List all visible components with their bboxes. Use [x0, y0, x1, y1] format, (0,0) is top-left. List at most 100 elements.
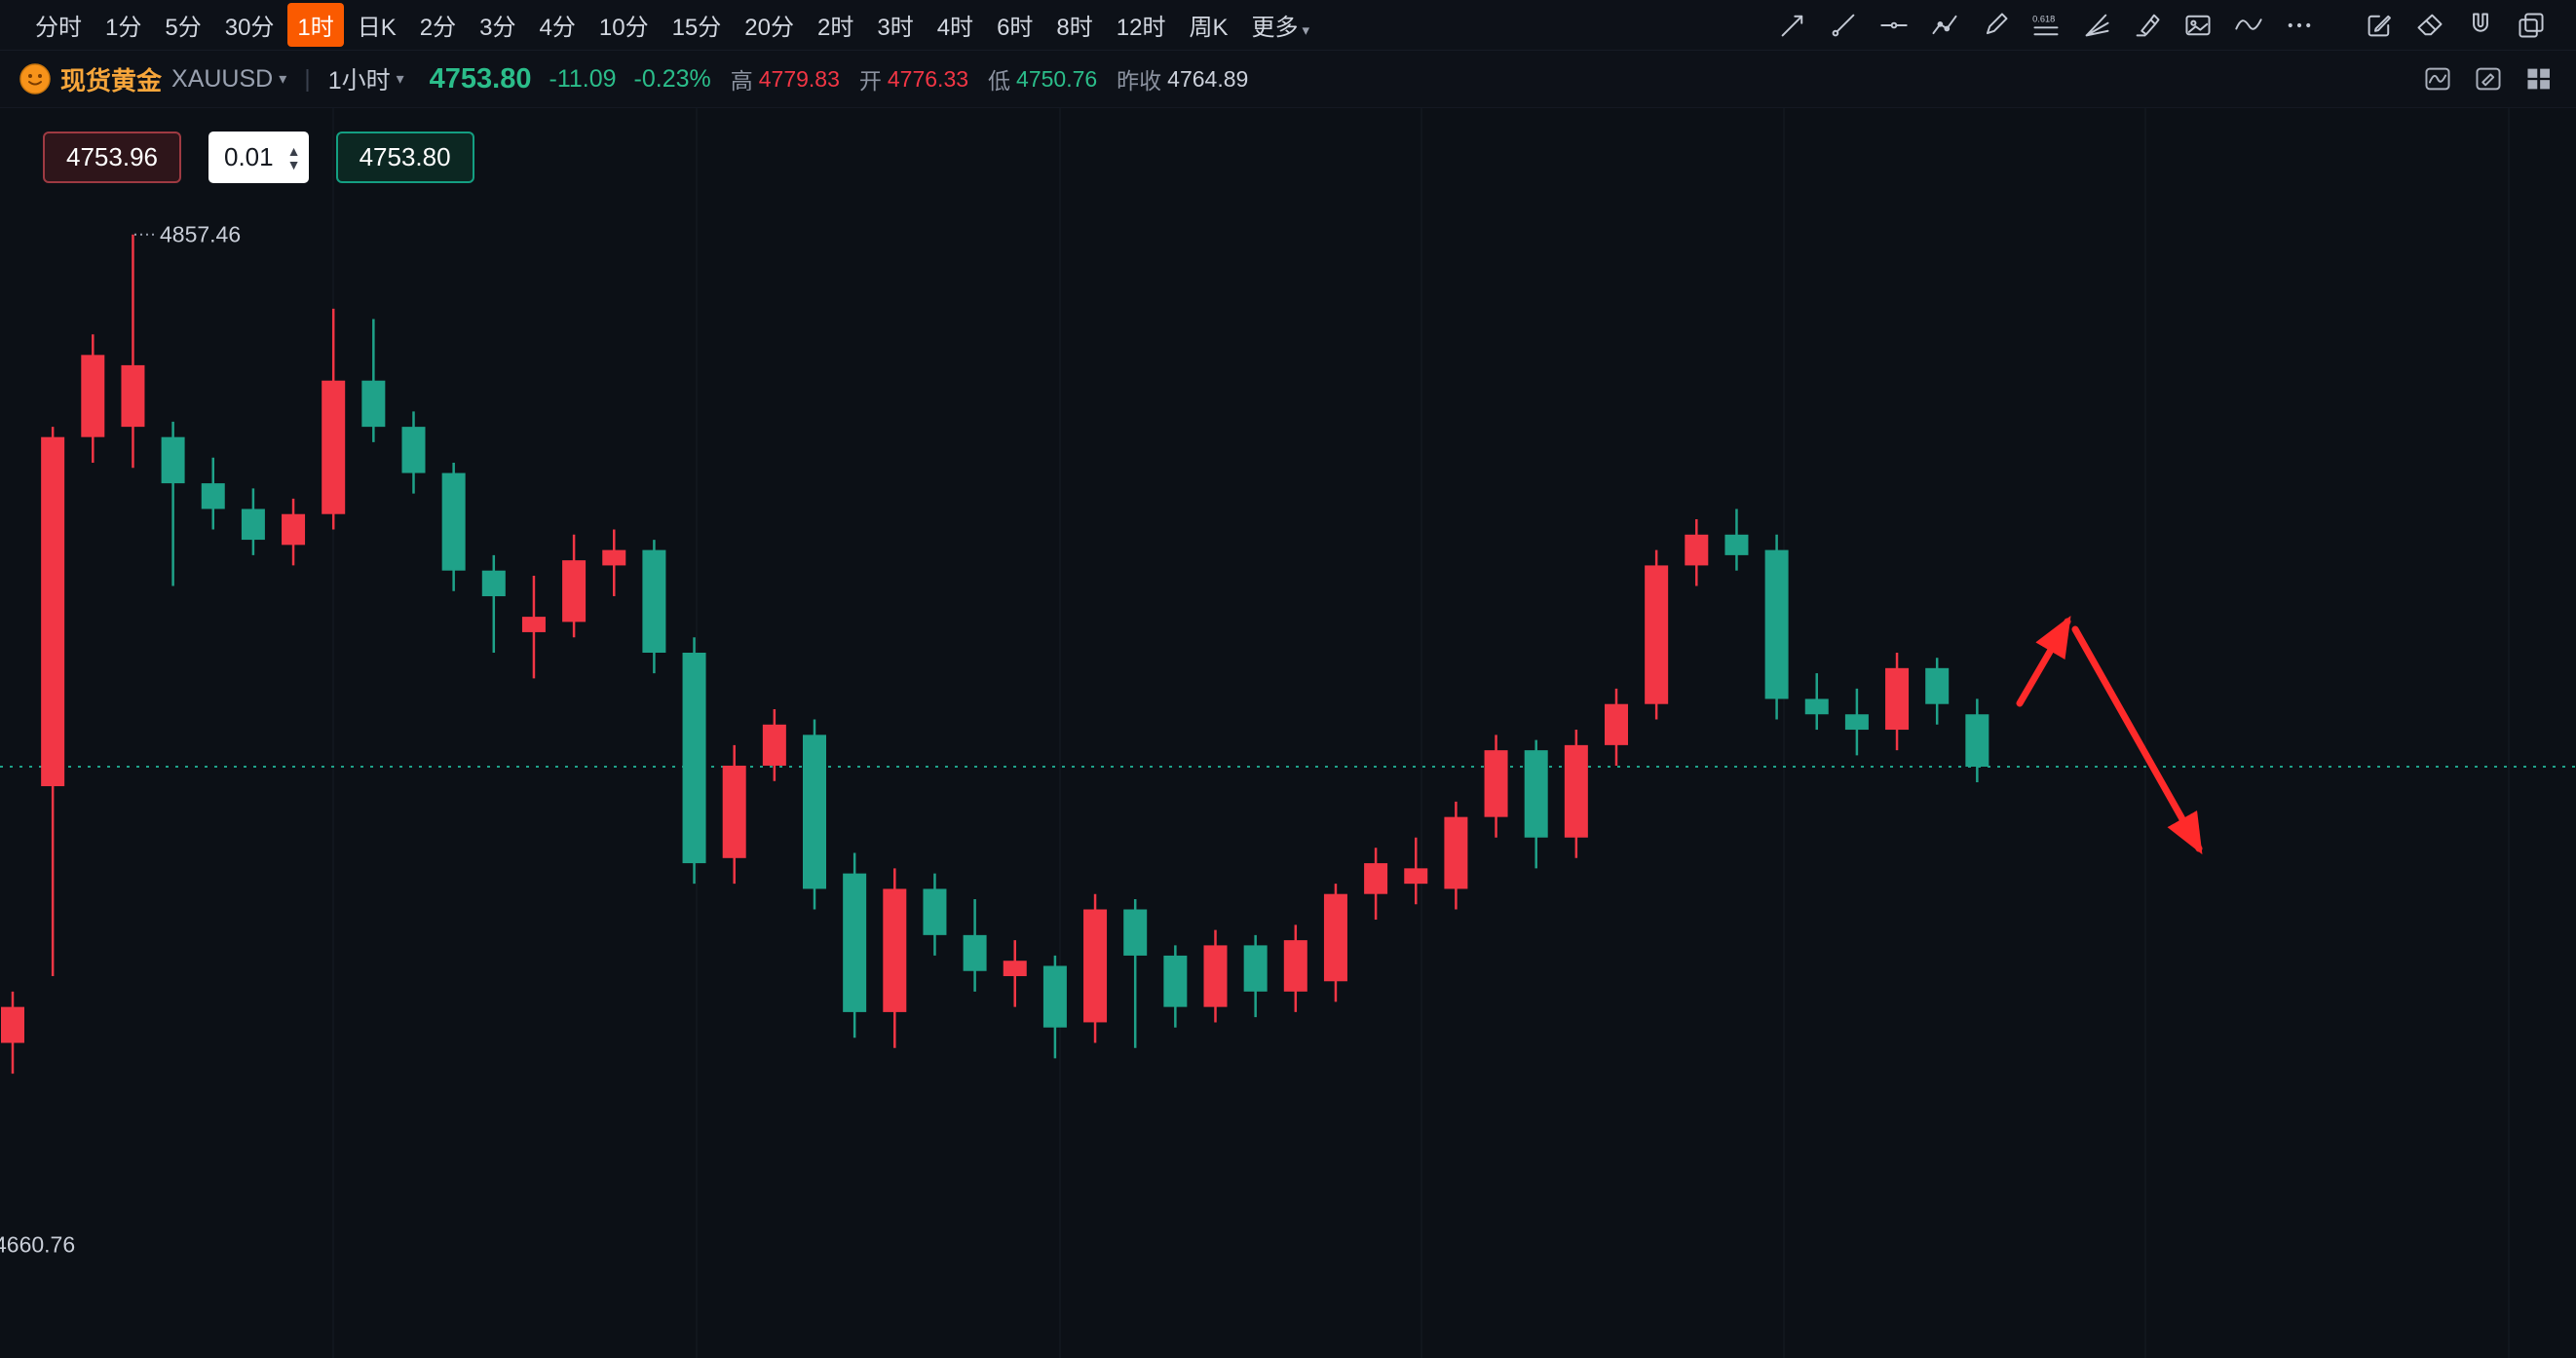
timeframe-2时[interactable]: 2时 [816, 15, 854, 41]
candle-body [1, 1006, 24, 1043]
timeframe-日K[interactable]: 日K [357, 15, 397, 41]
edit-drawing-icon[interactable] [2360, 8, 2399, 43]
timeframe-10分[interactable]: 10分 [598, 15, 649, 41]
symbol-dropdown-caret-icon[interactable]: ▾ [279, 71, 287, 88]
candle-body [1083, 909, 1108, 1023]
candle-body [883, 888, 907, 1012]
candle-body [762, 724, 786, 766]
timeframe-toolbar: 分时 1分 5分 30分 1时 日K 2分 3分 4分 10分 15分 20分 2时 3时 4时 6时 8时 12… [0, 0, 2576, 51]
candle-body [642, 549, 666, 654]
drawn-arrow-annotation[interactable] [2016, 615, 2071, 707]
trend-line-icon[interactable] [1773, 8, 1812, 43]
magnet-icon[interactable] [2461, 8, 2500, 43]
interval-caret-icon[interactable]: ▾ [396, 71, 404, 88]
timeframe-6时[interactable]: 6时 [997, 15, 1034, 41]
timeframe-2分[interactable]: 2分 [419, 15, 457, 41]
indicator-icon[interactable] [2420, 63, 2455, 94]
candle-body [1323, 893, 1347, 982]
brush-icon[interactable] [1976, 8, 2015, 43]
timeframe-5分[interactable]: 5分 [165, 15, 202, 41]
order-panel: 4753.96 0.01 ▲ ▼ 4753.80 [43, 132, 474, 183]
svg-text:0.618: 0.618 [2032, 14, 2055, 23]
polyline-icon[interactable] [1925, 8, 1964, 43]
candle-body [843, 873, 867, 1012]
candle-body [282, 513, 306, 546]
interval-selector[interactable]: 1小时 [327, 67, 391, 94]
price-change-percent: -0.23% [633, 64, 711, 93]
quantity-control: 0.01 ▲ ▼ [208, 132, 309, 183]
chart-edit-icon[interactable] [2471, 63, 2506, 94]
candle-body [1524, 750, 1548, 838]
candle-body [322, 380, 346, 514]
candle-body [562, 560, 587, 622]
timeframe-20分[interactable]: 20分 [744, 15, 794, 41]
candle-body [481, 570, 506, 597]
horizontal-line-icon[interactable] [1875, 8, 1913, 43]
chart-view-icons [2420, 63, 2557, 94]
timeframe-30分[interactable]: 30分 [224, 15, 275, 41]
quantity-input[interactable]: 0.01 [223, 142, 274, 171]
timeframe-15分[interactable]: 15分 [671, 15, 722, 41]
fib-retracement-icon[interactable]: 0.618 [2027, 8, 2065, 43]
stat-value: 4776.33 [887, 65, 969, 92]
wave-icon[interactable] [2229, 8, 2268, 43]
candle-body [1364, 863, 1388, 894]
drawing-tools: 0.618 [1773, 8, 2551, 43]
layers-icon[interactable] [2512, 8, 2551, 43]
candle-body [1965, 714, 1989, 767]
timeframe-1时[interactable]: 1时 [287, 3, 344, 47]
timeframe-8时[interactable]: 8时 [1056, 15, 1093, 41]
image-icon[interactable] [2178, 8, 2217, 43]
timeframe-1分[interactable]: 1分 [105, 15, 142, 41]
stat-label: 开 [858, 68, 882, 94]
drawn-arrow-annotation[interactable] [2071, 625, 2203, 855]
more-caret-icon[interactable]: ▾ [1302, 22, 1310, 39]
buy-price-button[interactable]: 4753.80 [335, 132, 474, 183]
quantity-stepper: ▲ ▼ [280, 132, 309, 183]
candle-body [521, 617, 546, 632]
multi-chart-icon[interactable] [2521, 63, 2557, 94]
timeframe-12时[interactable]: 12时 [1116, 15, 1166, 41]
candle-body [161, 436, 185, 484]
ray-icon[interactable] [1824, 8, 1863, 43]
ohlc-stats: 高 4779.83 开 4776.33 低 4750.76 昨收 4764.89 [711, 62, 1249, 95]
candlestick-chart[interactable]: 4857.46 4660.76 [0, 108, 2576, 1358]
candle-body [923, 888, 947, 935]
timeframe-周K[interactable]: 周K [1189, 15, 1229, 41]
more-tools-icon[interactable] [2280, 8, 2319, 43]
timeframe-4分[interactable]: 4分 [539, 15, 576, 41]
fan-lines-icon[interactable] [2077, 8, 2116, 43]
timeframe-分时[interactable]: 分时 [35, 15, 82, 41]
stat-label: 低 [988, 68, 1011, 94]
candle-body [241, 509, 265, 541]
more-timeframes-button[interactable]: 更多 ▾ [1251, 15, 1310, 41]
candle-body [81, 355, 105, 437]
candle-body [1203, 945, 1228, 1007]
timeframe-3时[interactable]: 3时 [877, 15, 914, 41]
price-change: -11.09 [549, 64, 617, 93]
low-price-label: 4660.76 [0, 1231, 75, 1257]
eraser-icon[interactable] [2410, 8, 2449, 43]
candle-body [1925, 667, 1950, 704]
candle-body [1042, 965, 1067, 1028]
symbol-coin-icon [19, 63, 51, 94]
divider: | [304, 64, 311, 93]
timeframe-4时[interactable]: 4时 [936, 15, 974, 41]
candle-body [722, 765, 746, 858]
timeframe-list: 分时 1分 5分 30分 1时 日K 2分 3分 4分 10分 15分 20分 2时 3时 4时 6时 8时 12… [25, 3, 1319, 47]
candle-body [361, 380, 386, 428]
sell-price-button[interactable]: 4753.96 [43, 132, 181, 183]
timeframe-3分[interactable]: 3分 [479, 15, 516, 41]
quantity-decrease-icon[interactable]: ▼ [286, 156, 301, 172]
candle-body [1645, 565, 1669, 704]
candle-body [1003, 961, 1027, 977]
quantity-increase-icon[interactable]: ▲ [286, 142, 301, 159]
marker-icon[interactable] [2128, 8, 2167, 43]
candle-body [1163, 955, 1188, 1007]
symbol-ticker[interactable]: XAUUSD [171, 64, 274, 93]
stat-value: 4764.89 [1167, 65, 1249, 92]
candle-body [1605, 703, 1628, 745]
symbol-info-bar: 现货黄金 XAUUSD ▾ | 1小时 ▾ 4753.80 -11.09 -0.… [0, 51, 2576, 108]
stat-label: 高 [730, 68, 753, 94]
